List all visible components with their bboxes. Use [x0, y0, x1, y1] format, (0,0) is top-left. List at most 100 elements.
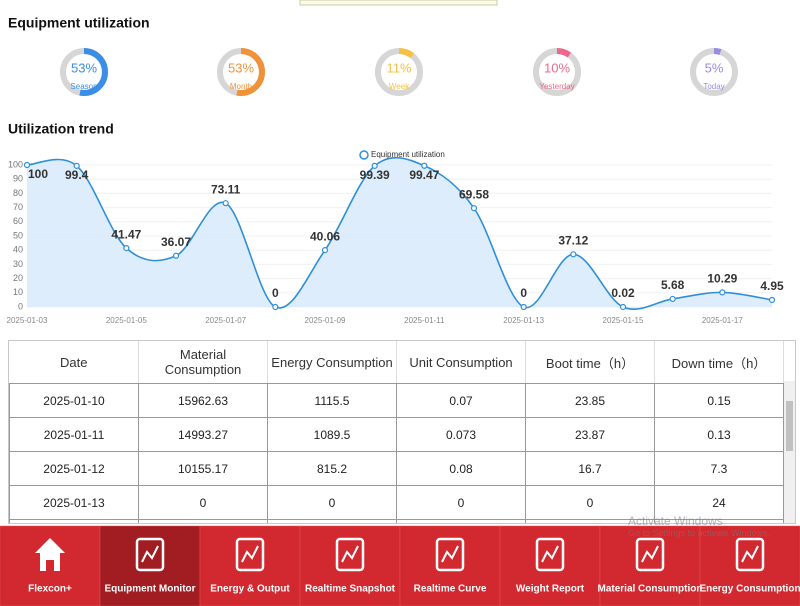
nav-button[interactable]: Material Consumption [597, 525, 703, 606]
table-row: 2025-01-12 10155.17 815.2 0.08 16.7 7.3 [9, 451, 784, 486]
gauge-label: Season [70, 82, 97, 91]
table-cell: 0.15 [654, 383, 784, 418]
point [719, 289, 726, 296]
nav-label: Material Consumption [597, 584, 702, 595]
nav-icon-detail [541, 545, 559, 563]
nav-icon [535, 537, 565, 572]
top-panel [299, 0, 498, 6]
data-label: 36.07 [161, 235, 191, 249]
data-label: 69.58 [459, 187, 489, 201]
x-tick-label: 2025-01-07 [205, 316, 246, 325]
nav-icon [35, 538, 65, 571]
nav-button[interactable]: Energy Consumption [699, 525, 800, 606]
nav-button[interactable]: Realtime Curve [399, 525, 501, 606]
legend-marker [359, 150, 369, 160]
gauge-value: 5% [705, 60, 724, 75]
header-row: Date Material Consumption Energy Consumpti… [9, 341, 784, 384]
table-cell: 2025-01-11 [9, 417, 139, 452]
gauge-value: 53% [228, 60, 254, 75]
gauge-arc [533, 48, 581, 96]
gauge-label: Week [389, 82, 410, 91]
scrollbar[interactable] [784, 381, 795, 523]
nav-label: Equipment Monitor [104, 584, 195, 595]
column-header: Date [9, 341, 139, 384]
table-cell: 0 [525, 485, 655, 520]
x-tick-label: 2025-01-11 [404, 316, 445, 325]
nav-icon [435, 537, 465, 572]
data-label: 0 [272, 286, 279, 300]
nav-icon-detail [741, 545, 759, 563]
gauge-arc [60, 48, 108, 96]
table-cell: 24 [654, 485, 784, 520]
nav-button[interactable]: Equipment Monitor [99, 525, 201, 606]
point [570, 251, 577, 258]
data-label: 0.02 [611, 286, 635, 300]
table-cell: 15962.63 [138, 383, 268, 418]
nav-icon [135, 537, 165, 572]
table-cell: 23.85 [525, 383, 655, 418]
nav-button[interactable]: Realtime Snapshot [299, 525, 401, 606]
table-row: 2025-01-10 15962.63 1115.5 0.07 23.85 0.15 [9, 383, 784, 418]
table-cell: 23.87 [525, 417, 655, 452]
y-tick-label: 20 [13, 273, 23, 283]
x-tick-label: 2025-01-03 [7, 316, 48, 325]
nav-button[interactable]: Energy & Output [199, 525, 301, 606]
table-cell: 0.07 [396, 383, 526, 418]
y-tick-label: 0 [18, 301, 23, 311]
gauge-value: 53% [71, 60, 97, 75]
gauge-value: 10% [544, 60, 570, 75]
nav-button[interactable]: Flexcon+ [0, 525, 101, 606]
table-cell: 0.073 [396, 417, 526, 452]
nav-label: Realtime Snapshot [305, 584, 396, 595]
table-cell: 4006.84 [138, 519, 268, 523]
nav-label: Energy & Output [210, 584, 290, 595]
column-header: Unit Consumption [396, 341, 526, 384]
table-cell: 0.08 [396, 451, 526, 486]
data-label: 37.12 [558, 233, 588, 247]
y-tick-label: 50 [13, 230, 23, 240]
data-label: 40.06 [310, 229, 340, 243]
table: Date Material Consumption Energy Consumpti… [9, 341, 784, 523]
nav-icon-detail [241, 545, 259, 563]
x-tick-label: 2025-01-13 [503, 316, 544, 325]
data-label: 41.47 [111, 227, 141, 241]
y-tick-label: 100 [8, 159, 23, 169]
x-tick-label: 2025-01-17 [702, 316, 743, 325]
point [520, 303, 527, 311]
point [123, 245, 130, 252]
scroll-thumb[interactable] [786, 401, 793, 451]
table-row: 2025-01-11 14993.27 1089.5 0.073 23.87 0.13 [9, 417, 784, 452]
point [172, 252, 180, 259]
table-cell: 2025-01-12 [9, 451, 139, 486]
x-tick-label: 2025-01-05 [106, 316, 147, 325]
y-tick-label: 60 [13, 216, 23, 226]
column-header: Material Consumption [138, 341, 268, 384]
data-label: 99.47 [409, 168, 439, 182]
chart-title: Utilization trend [8, 121, 114, 137]
data-label: 73.11 [211, 182, 241, 196]
data-label: 100 [28, 167, 48, 181]
nav-icon-door [46, 560, 54, 571]
legend-label: Equipment utilization [371, 150, 445, 159]
nav-icon [735, 537, 765, 572]
point [371, 162, 378, 169]
column-header: Down time（h） [654, 341, 784, 384]
point [23, 161, 31, 169]
nav-icon-detail [641, 545, 659, 563]
nav-label: Flexcon+ [28, 584, 72, 595]
point [470, 205, 478, 212]
point [619, 303, 627, 311]
data-label: 10.29 [707, 272, 737, 286]
table-cell: 2025-01-10 [9, 383, 139, 418]
y-tick-label: 10 [13, 287, 23, 297]
point [669, 295, 676, 303]
gauge-arc [690, 48, 738, 96]
table-cell: 0 [396, 485, 526, 520]
x-tick-label: 2025-01-09 [305, 316, 346, 325]
y-tick-label: 40 [13, 245, 23, 255]
gauge-value: 11% [386, 60, 411, 75]
nav-button[interactable]: Weight Report [499, 525, 601, 606]
table-cell: 815.2 [267, 451, 397, 486]
data-label: 4.95 [760, 279, 784, 293]
